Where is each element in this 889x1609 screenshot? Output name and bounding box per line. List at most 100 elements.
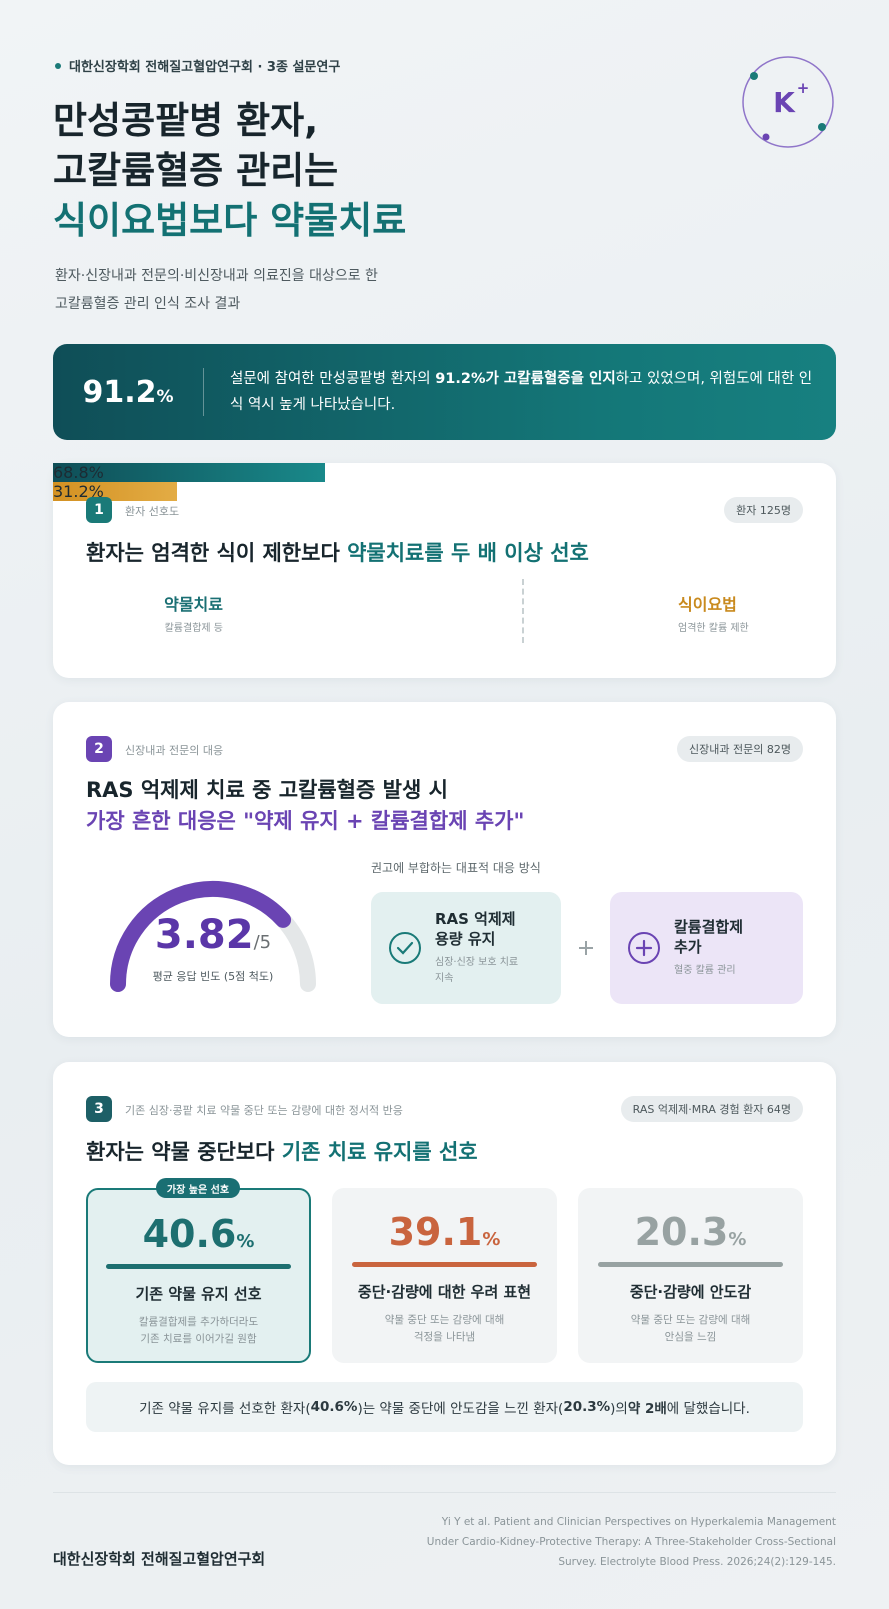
highlight-text: 설문에 참여한 만성콩팥병 환자의 91.2%가 고칼륨혈증을 인지하고 있었으… xyxy=(230,366,820,418)
org-line: 대한신장학회 전해질고혈압연구회 · 3종 설문연구 xyxy=(55,56,340,75)
option-title-line: 추가 xyxy=(674,938,702,956)
org-text: 대한신장학회 전해질고혈압연구회 · 3종 설문연구 xyxy=(69,60,341,75)
icon-glyph xyxy=(635,939,653,957)
icon-ring xyxy=(628,932,660,964)
card-desc-line: 약물 중단 또는 감량에 대해 xyxy=(630,1314,751,1326)
summary: 기존 약물 유지를 선호한 환자(40.6%)는 약물 중단에 안도감을 느낀 … xyxy=(86,1382,803,1432)
option-icon xyxy=(389,932,421,964)
highlight-stat: 91.2% xyxy=(53,375,203,410)
option-title-line: RAS 억제제 xyxy=(435,910,516,928)
section-heading: 환자는 약물 중단보다 기존 치료 유지를 선호 xyxy=(86,1137,478,1168)
card-desc-line: 기존 치료를 이어가길 원함 xyxy=(140,1333,257,1345)
heading-line: 가장 흔한 대응은 "약제 유지 + 칼륨결합제 추가" xyxy=(86,809,525,833)
section-card: 2 신장내과 전문의 대응 신장내과 전문의 82명 RAS 억제제 치료 중 … xyxy=(53,702,836,1037)
title-line: 식이요법보다 약물치료 xyxy=(53,199,407,242)
bar-label: 31.2% xyxy=(53,482,104,501)
bar: 31.2% xyxy=(53,482,177,501)
section-tag: 신장내과 전문의 82명 xyxy=(677,736,803,762)
section-number: 2 xyxy=(86,736,112,762)
title-line: 고칼륨혈증 관리는 xyxy=(53,149,339,192)
divider xyxy=(522,579,525,643)
text-part: 하고 있었으며, 위험도에 대한 인식 역시 높게 나타났습니다. xyxy=(230,371,813,413)
text-part: 91.2%가 고칼륨혈증을 인지 xyxy=(435,371,616,387)
section-heading: 환자는 엄격한 식이 제한보다 약물치료를 두 배 이상 선호 xyxy=(86,538,589,569)
highlight-value: 91.2 xyxy=(82,374,157,410)
gauge-max: /5 xyxy=(253,932,272,953)
heading-line: RAS 억제제 치료 중 고칼륨혈증 발생 시 xyxy=(86,778,448,802)
option-sub-line: 지속 xyxy=(435,973,454,984)
gauge-caption: 평균 응답 빈도 (5점 척도) xyxy=(152,970,274,983)
text-part: 기존 약물 유지를 선호한 환자( xyxy=(139,1401,311,1417)
section-heading: RAS 억제제 치료 중 고칼륨혈증 발생 시 가장 흔한 대응은 "약제 유지… xyxy=(86,775,524,837)
icon-glyph xyxy=(396,941,414,955)
text-part: )의 xyxy=(610,1401,628,1417)
section-label: 환자 선호도 xyxy=(125,505,180,518)
card-stat: 20.3% xyxy=(578,1210,803,1254)
result-card: 39.1% 중단·감량에 대한 우려 표현 약물 중단 또는 감량에 대해 걱정을 나… xyxy=(332,1188,557,1363)
bar-label: 68.8% xyxy=(53,463,104,482)
bar-name: 식이요법 xyxy=(678,595,737,614)
highlight-box: 91.2% 설문에 참여한 만성콩팥병 환자의 91.2%가 고칼륨혈증을 인지… xyxy=(53,344,836,440)
top-badge: 가장 높은 선호 xyxy=(156,1178,240,1198)
card-desc-line: 약물 중단 또는 감량에 대해 xyxy=(384,1314,505,1326)
section-card: 1 환자 선호도 환자 125명 환자는 엄격한 식이 제한보다 약물치료를 두… xyxy=(53,463,836,678)
plus-glyph xyxy=(579,941,593,955)
text-part: 환자는 엄격한 식이 제한보다 xyxy=(86,541,348,565)
option-title-line: 용량 유지 xyxy=(435,930,496,948)
gauge-value-text: 3.82 xyxy=(154,912,254,958)
card-desc-line: 칼륨결합제를 추가하더라도 xyxy=(138,1316,259,1328)
badge-letter: K xyxy=(773,86,796,119)
option-sub-line: 혈중 칼륨 관리 xyxy=(674,965,736,976)
plus-icon xyxy=(579,941,593,955)
text-part: 약 2배 xyxy=(627,1401,667,1417)
section-tag: RAS 억제제·MRA 경험 환자 64명 xyxy=(620,1096,803,1122)
citation-line: Yi Y et al. Patient and Clinician Perspe… xyxy=(441,1516,836,1528)
option-icon xyxy=(628,932,660,964)
badge-sup: + xyxy=(797,79,810,97)
highlight-unit: % xyxy=(156,386,174,407)
title-line: 만성콩팥병 환자, xyxy=(53,99,319,142)
gauge xyxy=(110,881,316,992)
card-value: 40.6 xyxy=(142,1212,237,1256)
bar: 68.8% xyxy=(53,463,326,482)
text-part: 기존 치료 유지를 선호 xyxy=(281,1140,478,1164)
text-part: 에 달했습니다. xyxy=(666,1401,750,1417)
badge: K + xyxy=(742,56,834,148)
subtitle: 환자·신장내과 전문의·비신장내과 의료진을 대상으로 한 고칼륨혈증 관리 인… xyxy=(55,262,378,318)
citation-line: Under Cardio-Kidney-Protective Therapy: … xyxy=(426,1536,836,1548)
title: 만성콩팥병 환자, 고칼륨혈증 관리는 식이요법보다 약물치료 xyxy=(53,96,406,246)
section-card: 3 기존 심장·콩팥 치료 약물 중단 또는 감량에 대한 정서적 반응 RAS… xyxy=(53,1062,836,1465)
card-unit: % xyxy=(728,1229,747,1250)
options-title: 권고에 부합하는 대표적 대응 방식 xyxy=(371,861,541,875)
text-part: 약물치료를 두 배 이상 선호 xyxy=(347,541,589,565)
section-tag: 환자 125명 xyxy=(724,497,803,523)
icon-ring xyxy=(389,932,421,964)
option-title-line: 칼륨결합제 xyxy=(674,918,744,936)
card-desc-line: 안심을 느낌 xyxy=(664,1331,717,1343)
section-number: 1 xyxy=(86,497,112,523)
result-card: 20.3% 중단·감량에 안도감 약물 중단 또는 감량에 대해 안심을 느낌 xyxy=(578,1188,803,1363)
section-label: 신장내과 전문의 대응 xyxy=(125,744,224,757)
card-stat: 40.6% xyxy=(88,1212,309,1256)
subtitle-line: 환자·신장내과 전문의·비신장내과 의료진을 대상으로 한 xyxy=(55,268,378,284)
gauge-value xyxy=(110,881,292,992)
bar-name: 약물치료 xyxy=(164,595,223,614)
card-value: 20.3 xyxy=(634,1210,729,1254)
card-rule xyxy=(598,1262,783,1267)
bar-name-block: 약물치료 칼륨결합제 등 xyxy=(83,591,223,634)
gauge-score: 3.82/5 xyxy=(93,912,333,958)
card-title: 기존 약물 유지 선호 xyxy=(135,1285,262,1303)
option-sub-line: 심장·신장 보호 치료 xyxy=(435,957,519,968)
bar-sub: 엄격한 칼륨 제한 xyxy=(678,623,749,634)
text-part: 20.3% xyxy=(563,1399,611,1415)
text-part: 환자는 약물 중단보다 xyxy=(86,1140,282,1164)
option-sub: 혈중 칼륨 관리 xyxy=(674,963,743,979)
